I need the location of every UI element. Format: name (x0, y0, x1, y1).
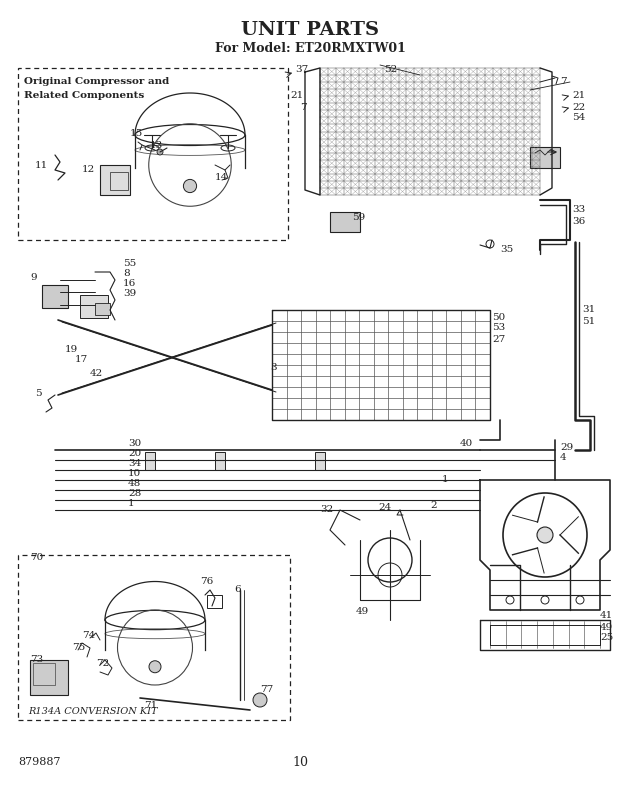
Bar (100, 165, 130, 195)
Text: 8: 8 (123, 269, 130, 279)
Text: 13: 13 (150, 140, 163, 150)
Text: 51: 51 (582, 318, 595, 326)
Text: 37: 37 (295, 66, 308, 74)
Bar (95, 303, 110, 315)
Text: 29: 29 (560, 444, 574, 452)
Text: 55: 55 (123, 260, 136, 268)
Text: 40: 40 (460, 439, 473, 447)
Text: 41: 41 (600, 611, 613, 619)
Text: 879887: 879887 (18, 757, 61, 767)
Text: 6: 6 (234, 585, 241, 595)
Text: 21: 21 (572, 90, 585, 100)
Text: 1: 1 (442, 475, 449, 485)
Text: 35: 35 (500, 246, 513, 254)
Text: Related Components: Related Components (24, 90, 144, 100)
Text: 33: 33 (572, 205, 585, 215)
Text: 14: 14 (215, 173, 228, 182)
Bar (42, 285, 68, 308)
Text: 12: 12 (82, 166, 95, 174)
Text: 25: 25 (600, 634, 613, 642)
Text: R134A CONVERSION KIT: R134A CONVERSION KIT (28, 707, 157, 717)
Text: 5: 5 (35, 389, 42, 398)
Text: 2: 2 (430, 501, 436, 509)
Bar (30, 660, 68, 695)
Text: For Model: ET20RMXTW01: For Model: ET20RMXTW01 (215, 41, 405, 55)
Text: 17: 17 (75, 356, 88, 364)
Text: 76: 76 (200, 577, 213, 587)
Text: 10: 10 (128, 469, 141, 478)
Bar (33, 663, 55, 685)
Text: 21: 21 (290, 90, 303, 100)
Text: 15: 15 (130, 128, 143, 138)
Text: 3: 3 (270, 364, 277, 372)
Circle shape (157, 149, 163, 155)
Text: 48: 48 (128, 478, 141, 488)
Bar (18, 68, 288, 240)
Text: 52: 52 (384, 66, 397, 74)
Text: 53: 53 (492, 323, 505, 333)
Bar (330, 212, 360, 232)
Text: 4: 4 (560, 454, 567, 463)
Text: 7: 7 (560, 78, 567, 86)
Text: 49: 49 (356, 607, 370, 616)
Text: 54: 54 (572, 113, 585, 123)
Text: 28: 28 (128, 489, 141, 497)
Bar (145, 452, 155, 470)
Text: 75: 75 (72, 643, 86, 653)
Circle shape (253, 693, 267, 707)
Text: 31: 31 (582, 306, 595, 314)
Text: Original Compressor and: Original Compressor and (24, 78, 169, 86)
Bar (80, 295, 108, 318)
Text: 9: 9 (30, 273, 37, 283)
Bar (215, 452, 225, 470)
Bar (110, 172, 128, 190)
Text: 20: 20 (128, 448, 141, 458)
Text: 73: 73 (30, 656, 43, 664)
Text: 36: 36 (572, 218, 585, 227)
Text: 32: 32 (320, 505, 334, 515)
Text: 49: 49 (600, 623, 613, 631)
Text: UNIT PARTS: UNIT PARTS (241, 21, 379, 39)
Bar (207, 595, 222, 608)
Text: 1: 1 (128, 498, 135, 508)
Bar (315, 452, 325, 470)
Text: 50: 50 (492, 314, 505, 322)
Bar (18, 555, 290, 720)
Text: 22: 22 (572, 102, 585, 112)
Text: 42: 42 (90, 368, 104, 378)
Text: 7: 7 (300, 104, 307, 112)
Text: 59: 59 (352, 214, 365, 223)
Bar (530, 147, 560, 168)
Text: 27: 27 (492, 336, 505, 345)
Text: 19: 19 (65, 345, 78, 355)
Text: 24: 24 (378, 504, 391, 512)
Text: 30: 30 (128, 439, 141, 447)
Text: 77: 77 (260, 686, 273, 695)
Circle shape (184, 180, 197, 192)
Circle shape (537, 527, 553, 543)
Text: 39: 39 (123, 290, 136, 299)
Text: 72: 72 (96, 660, 109, 668)
Text: 10: 10 (292, 756, 308, 768)
Text: 34: 34 (128, 459, 141, 467)
Text: 71: 71 (144, 702, 157, 710)
Text: 11: 11 (35, 161, 48, 169)
Circle shape (149, 661, 161, 672)
Text: 74: 74 (82, 630, 95, 639)
Text: 16: 16 (123, 280, 136, 288)
Text: 70: 70 (30, 554, 43, 562)
